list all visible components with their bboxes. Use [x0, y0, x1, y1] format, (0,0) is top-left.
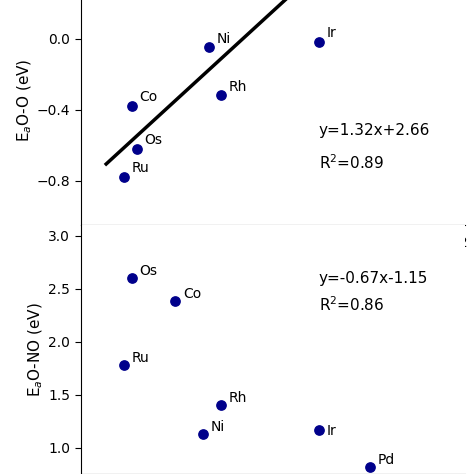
Point [366, 463, 374, 470]
Point [128, 102, 136, 110]
X-axis label: E$_{ad}$O (eV): E$_{ad}$O (eV) [233, 252, 312, 273]
Text: R$^2$=0.89: R$^2$=0.89 [319, 154, 384, 172]
Y-axis label: E$_a$O-NO (eV): E$_a$O-NO (eV) [27, 302, 46, 397]
Point [128, 274, 136, 282]
Text: y=-0.67x-1.15: y=-0.67x-1.15 [319, 271, 428, 286]
Point [315, 38, 322, 46]
Point [218, 401, 225, 409]
Text: Co: Co [183, 287, 201, 301]
Point [315, 426, 322, 433]
Text: Os: Os [145, 133, 163, 147]
Text: Ir: Ir [326, 26, 336, 40]
Text: Ni: Ni [216, 32, 230, 46]
Y-axis label: E$_a$O-O (eV): E$_a$O-O (eV) [15, 59, 34, 143]
Text: Ru: Ru [132, 161, 149, 175]
Point [120, 361, 128, 369]
Point [120, 173, 128, 181]
Text: R$^2$=0.86: R$^2$=0.86 [319, 295, 384, 314]
Point [133, 145, 141, 153]
Text: y=1.32x+2.66: y=1.32x+2.66 [319, 123, 430, 138]
Text: Os: Os [139, 264, 157, 278]
Text: Ni: Ni [211, 420, 225, 434]
Text: Rh: Rh [229, 80, 247, 94]
Text: (a): (a) [81, 280, 116, 300]
Point [172, 298, 179, 305]
Text: Rh: Rh [229, 391, 247, 405]
Text: Ir: Ir [326, 424, 336, 438]
Text: Ru: Ru [132, 351, 149, 365]
Point [200, 430, 207, 438]
Text: Pd: Pd [377, 453, 395, 466]
Point [218, 91, 225, 99]
Point [205, 44, 212, 51]
Text: Co: Co [139, 90, 158, 104]
